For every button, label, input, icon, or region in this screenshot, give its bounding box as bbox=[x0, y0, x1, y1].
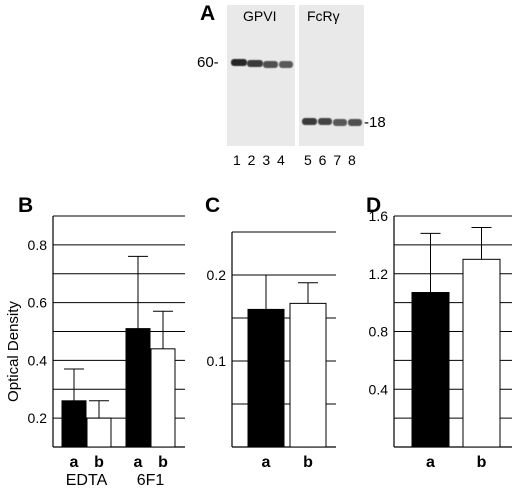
bar bbox=[150, 348, 176, 448]
mw-marker-60: 60- bbox=[197, 54, 219, 71]
category-label: a bbox=[262, 454, 271, 471]
bar bbox=[61, 400, 87, 448]
y-tick-label: 1.6 bbox=[369, 208, 389, 224]
bar bbox=[462, 258, 501, 448]
panel-label-d: D bbox=[366, 194, 381, 217]
band-lane-6 bbox=[318, 118, 332, 125]
panel-label-a: A bbox=[200, 2, 216, 25]
lane-numbers-right: 5 6 7 8 bbox=[304, 152, 356, 168]
blot-panel: A GPVI FcRγ 60- -18 1 2 3 4 5 6 7 8 bbox=[0, 0, 520, 180]
category-label: b bbox=[94, 454, 104, 471]
category-label: b bbox=[477, 454, 487, 471]
category-label: a bbox=[70, 454, 79, 471]
y-tick-label: 0.4 bbox=[28, 352, 48, 368]
chart-panel-c: C 0.1 0.2 a b bbox=[205, 194, 336, 471]
y-tick-label: 1.2 bbox=[369, 266, 389, 282]
chart-panel-d: D 0.4 0.8 1.2 1.6 a b bbox=[366, 194, 512, 471]
bar bbox=[247, 308, 285, 448]
y-tick-label: 0.2 bbox=[207, 267, 227, 283]
band-lane-8 bbox=[348, 119, 362, 126]
category-label: a bbox=[426, 454, 435, 471]
band-lane-4 bbox=[279, 61, 293, 68]
y-tick-label: 0.2 bbox=[28, 410, 48, 426]
category-label: b bbox=[158, 454, 168, 471]
band-lane-5 bbox=[302, 118, 317, 125]
blot-title-gpvi: GPVI bbox=[243, 8, 277, 24]
band-lane-7 bbox=[333, 119, 347, 126]
band-lane-3 bbox=[263, 61, 278, 68]
bar bbox=[411, 292, 450, 448]
category-label: b bbox=[303, 454, 313, 471]
group-label: 6F1 bbox=[137, 472, 165, 489]
y-tick-label: 0.8 bbox=[369, 324, 389, 340]
bar bbox=[125, 328, 151, 448]
group-label: EDTA bbox=[66, 472, 108, 489]
blot-title-fcr: FcRγ bbox=[307, 8, 340, 24]
y-tick-label: 0.6 bbox=[28, 295, 48, 311]
category-label: a bbox=[134, 454, 143, 471]
bar bbox=[289, 302, 327, 448]
band-lane-1 bbox=[231, 59, 247, 66]
mw-marker-18: -18 bbox=[364, 114, 386, 131]
band-lane-2 bbox=[247, 60, 263, 67]
y-tick-label: 0.1 bbox=[207, 353, 227, 369]
panel-label-b: B bbox=[18, 194, 33, 217]
blot-left-membrane bbox=[227, 5, 295, 146]
lane-numbers-left: 1 2 3 4 bbox=[233, 152, 285, 168]
y-axis-title: Optical Density bbox=[5, 301, 22, 402]
panel-label-c: C bbox=[205, 194, 220, 217]
bar bbox=[86, 417, 112, 448]
y-tick-label: 0.8 bbox=[28, 237, 48, 253]
y-tick-label: 0.4 bbox=[369, 381, 389, 397]
